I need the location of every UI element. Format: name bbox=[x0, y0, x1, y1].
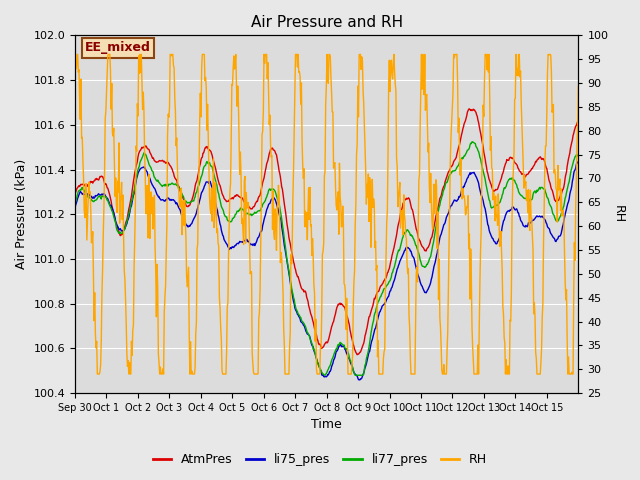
X-axis label: Time: Time bbox=[311, 419, 342, 432]
Y-axis label: RH: RH bbox=[612, 205, 625, 223]
Legend: AtmPres, li75_pres, li77_pres, RH: AtmPres, li75_pres, li77_pres, RH bbox=[148, 448, 492, 471]
Y-axis label: Air Pressure (kPa): Air Pressure (kPa) bbox=[15, 159, 28, 269]
Text: EE_mixed: EE_mixed bbox=[85, 41, 151, 54]
Title: Air Pressure and RH: Air Pressure and RH bbox=[251, 15, 403, 30]
